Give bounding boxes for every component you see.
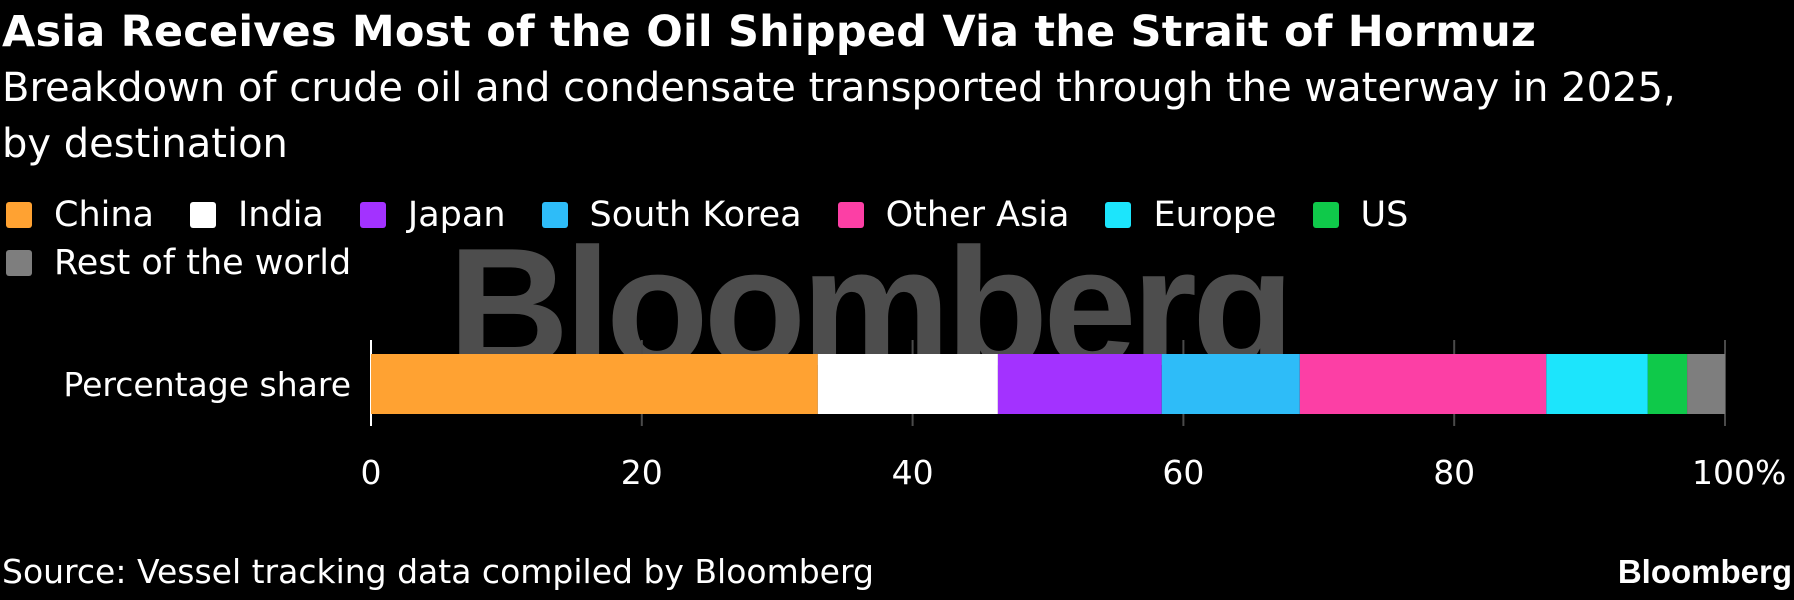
legend-swatch-europe <box>1105 202 1132 228</box>
x-axis: 0 20 40 60 80 100% <box>361 453 1787 492</box>
legend-item-india: India <box>189 195 324 235</box>
legend-label-other-asia: Other Asia <box>885 195 1070 235</box>
legend-item-south-korea: South Korea <box>541 195 802 235</box>
legend-label-china: China <box>54 195 154 235</box>
legend-item-other-asia: Other Asia <box>837 195 1070 235</box>
legend-label-south-korea: South Korea <box>589 195 802 235</box>
x-tick-label-100: 100% <box>1692 453 1786 492</box>
bar-segment-rest-of-the-world <box>1687 354 1725 414</box>
legend-swatch-china <box>6 202 32 228</box>
bar-segment-us <box>1647 354 1688 414</box>
bar-segment-europe <box>1546 354 1648 414</box>
category-label: Percentage share <box>63 365 351 404</box>
legend-swatch-japan <box>359 202 386 228</box>
legend-item-rest-of-the-world: Rest of the world <box>6 245 351 281</box>
legend-item-china: China <box>6 197 154 233</box>
bar-segment-china <box>371 354 818 414</box>
x-tick-label-0: 0 <box>361 453 382 492</box>
legend-swatch-south-korea <box>541 202 568 228</box>
chart-title: Asia Receives Most of the Oil Shipped Vi… <box>2 7 1537 57</box>
legend-swatch-us <box>1312 202 1339 228</box>
legend-label-japan: Japan <box>407 195 506 235</box>
bar-chart-plot: 0 20 40 60 80 100% Percentage share <box>63 340 1787 492</box>
legend-item-japan: Japan <box>359 195 506 235</box>
bar-segment-japan <box>997 354 1162 414</box>
chart-legend: China India Japan South Korea Other Asia… <box>6 197 1606 281</box>
x-tick-label-40: 40 <box>892 453 934 492</box>
legend-label-rest-of-the-world: Rest of the world <box>54 243 352 283</box>
legend-label-us: US <box>1360 195 1409 235</box>
legend-swatch-india <box>189 202 216 228</box>
bar-segment-other-asia <box>1299 354 1547 414</box>
bar-segment-south-korea <box>1161 354 1300 414</box>
legend-label-india: India <box>237 195 324 235</box>
legend-label-europe: Europe <box>1153 195 1277 235</box>
x-tick-label-60: 60 <box>1162 453 1204 492</box>
bar-segment-india <box>817 354 998 414</box>
stacked-bar <box>371 354 1725 414</box>
x-tick-label-20: 20 <box>621 453 663 492</box>
source-note: Source: Vessel tracking data compiled by… <box>2 552 874 591</box>
chart-subtitle: Breakdown of crude oil and condensate tr… <box>2 65 1676 167</box>
legend-swatch-other-asia <box>837 202 864 228</box>
y-axis-categories: Percentage share <box>63 365 351 404</box>
legend-item-europe: Europe <box>1105 195 1277 235</box>
bloomberg-logo: Bloomberg <box>1617 553 1792 590</box>
legend-item-us: US <box>1312 195 1409 235</box>
x-tick-label-80: 80 <box>1433 453 1475 492</box>
legend-swatch-rest-of-the-world <box>6 250 32 276</box>
